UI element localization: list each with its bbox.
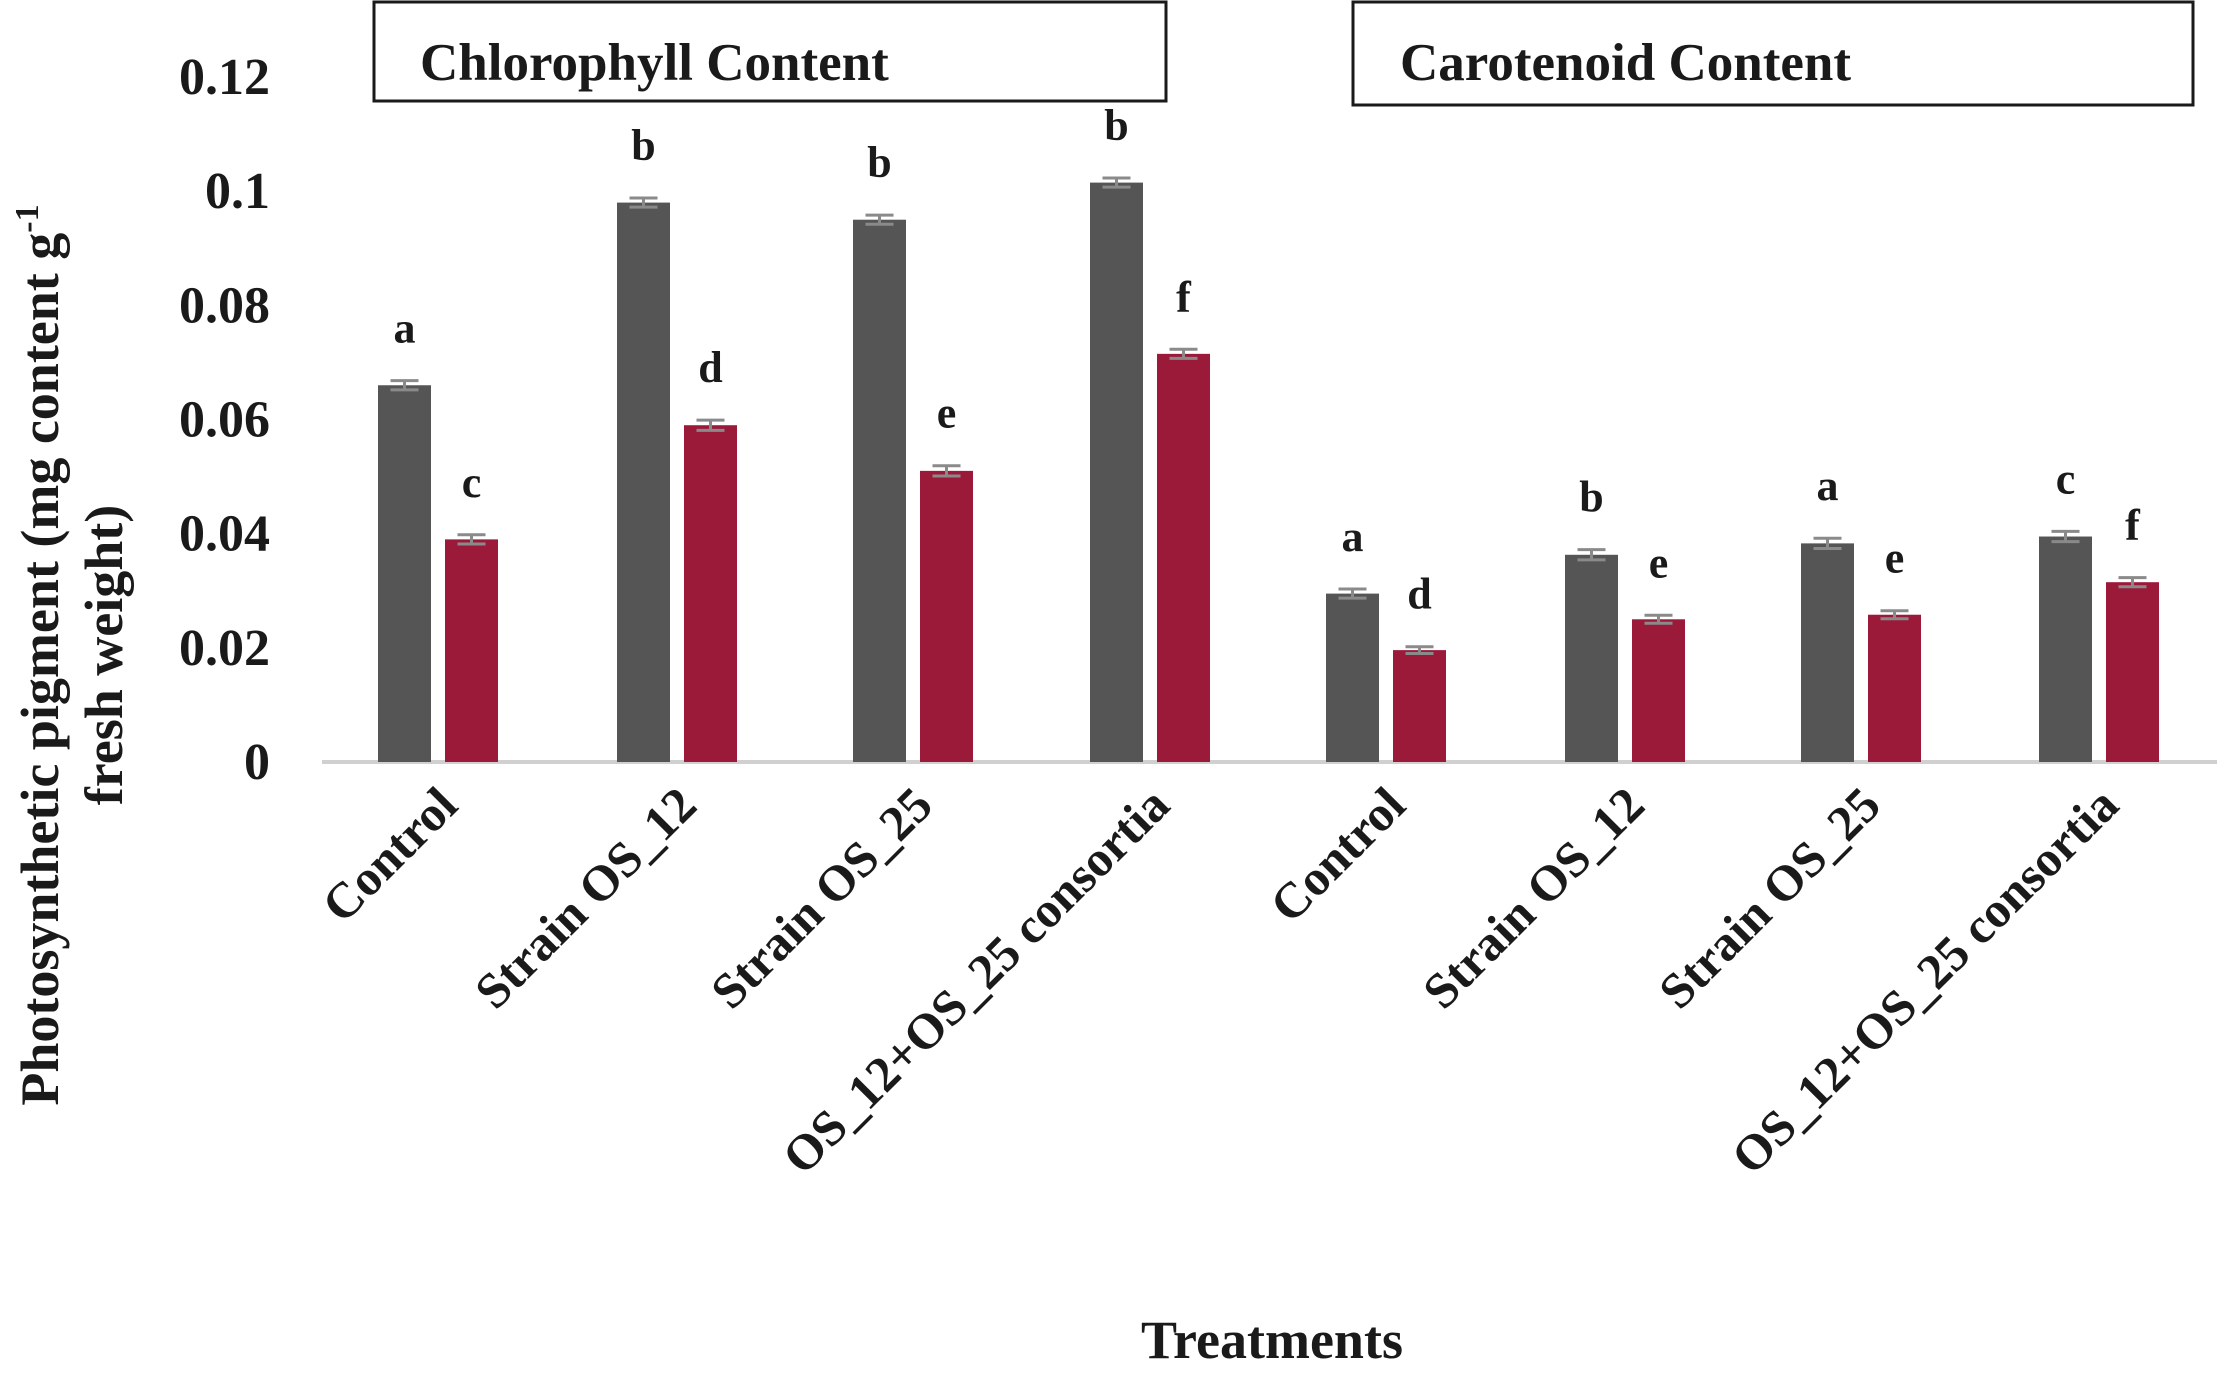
category-label: Strain OS_25: [700, 776, 943, 1019]
significance-letter: b: [1104, 101, 1128, 150]
bar: [2039, 536, 2092, 762]
y-tick-label: 0: [244, 734, 270, 791]
y-axis-title: Photosynthetic pigment (mg content g-1 f…: [9, 204, 134, 1105]
bar: [1565, 554, 1618, 762]
y-tick-label: 0.08: [179, 277, 270, 334]
bar: [445, 539, 498, 762]
significance-letter: b: [867, 138, 891, 187]
category-label: Control: [311, 776, 468, 933]
chlorophyll-title-box: Chlorophyll Content: [372, 0, 1168, 103]
carotenoid-title: Carotenoid Content: [1400, 34, 1851, 92]
category-label: OS_12+OS_25 consortia: [771, 776, 1179, 1184]
y-tick-label: 0.02: [179, 620, 270, 677]
y-axis-ticks: 0 0.02 0.04 0.06 0.08 0.1 0.12: [179, 49, 270, 791]
bar: [920, 470, 973, 762]
bar: [1326, 593, 1379, 762]
bar: [684, 425, 737, 762]
category-label: Strain OS_12: [464, 776, 707, 1019]
error-bars-layer: [390, 176, 2147, 656]
significance-letter: f: [2125, 501, 2141, 550]
y-axis-title-line1: Photosynthetic pigment (mg content g: [10, 233, 70, 1106]
y-tick-label: 0.1: [205, 163, 270, 220]
significance-letter: a: [1342, 512, 1364, 561]
category-label: Strain OS_25: [1648, 776, 1891, 1019]
category-label: Strain OS_12: [1412, 776, 1655, 1019]
significance-letter: b: [1579, 473, 1603, 522]
category-label: Control: [1259, 776, 1416, 933]
bar: [853, 219, 906, 763]
y-tick-label: 0.06: [179, 392, 270, 449]
significance-letter: e: [937, 389, 957, 438]
category-label: OS_12+OS_25 consortia: [1720, 776, 2128, 1184]
bar: [617, 202, 670, 763]
significance-letter: f: [1176, 272, 1192, 321]
bar: [1090, 182, 1143, 762]
significance-letter: d: [698, 343, 722, 392]
y-tick-label: 0.12: [179, 49, 270, 106]
bar: [1157, 353, 1210, 762]
y-tick-label: 0.04: [179, 506, 270, 563]
x-axis-title: Treatments: [1141, 1310, 1403, 1370]
bar: [2106, 582, 2159, 762]
significance-letter: a: [394, 304, 416, 353]
bar: [378, 385, 431, 762]
y-axis-title-sup: -1: [9, 204, 46, 232]
chlorophyll-title: Chlorophyll Content: [420, 34, 889, 92]
y-axis-title-line2: fresh weight): [74, 505, 134, 805]
significance-letter: e: [1649, 538, 1669, 587]
significance-letter: d: [1407, 570, 1431, 619]
significance-letter: e: [1885, 534, 1905, 583]
significance-letter: c: [462, 458, 482, 507]
carotenoid-title-box: Carotenoid Content: [1351, 0, 2195, 107]
significance-letter: c: [2056, 454, 2076, 503]
bar: [1801, 543, 1854, 762]
bars-layer: [378, 182, 2159, 763]
svg-text:Photosynthetic pigment (mg con: Photosynthetic pigment (mg content g-1: [9, 204, 70, 1105]
significance-letter: b: [631, 121, 655, 170]
bar: [1868, 614, 1921, 762]
bar: [1632, 619, 1685, 762]
bar: [1393, 650, 1446, 762]
significance-letter: a: [1817, 461, 1839, 510]
